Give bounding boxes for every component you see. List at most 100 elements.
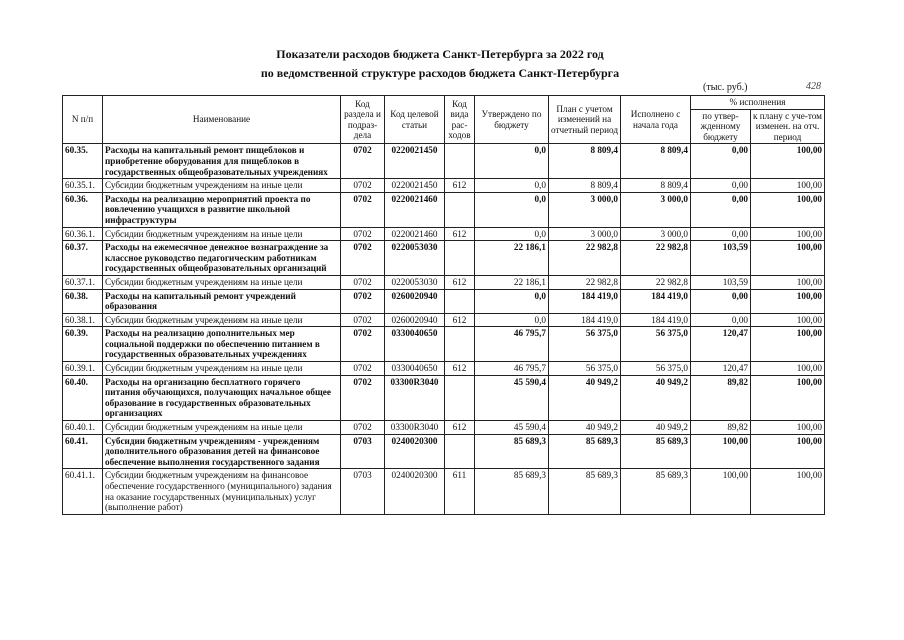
table-cell: 100,00 bbox=[749, 178, 826, 193]
table-cell: 3 000,0 bbox=[548, 226, 621, 242]
table-cell: 56 375,0 bbox=[548, 326, 621, 363]
table-cell: 60.40.1. bbox=[62, 420, 103, 435]
table-cell: 120,47 bbox=[690, 361, 751, 376]
table-cell: 0,00 bbox=[690, 143, 751, 180]
table-cell: 03300R3040 bbox=[384, 374, 445, 422]
table-cell: 0220021450 bbox=[384, 178, 445, 193]
table-cell: 100,00 bbox=[749, 274, 826, 290]
title-line: по ведомственной структуре расходов бюдж… bbox=[260, 66, 620, 80]
table-cell: 0702 bbox=[340, 288, 385, 314]
table-cell: 0,0 bbox=[474, 191, 549, 228]
table-cell bbox=[444, 326, 475, 363]
table-cell: 0,00 bbox=[690, 191, 751, 228]
table-cell: 8 809,4 bbox=[620, 143, 691, 180]
table-cell bbox=[444, 433, 475, 470]
table-cell: 612 bbox=[444, 226, 475, 242]
table-cell: 184 419,0 bbox=[620, 288, 691, 314]
table-cell: 56 375,0 bbox=[620, 326, 691, 363]
table-cell: 60.36. bbox=[62, 191, 103, 228]
table-cell: 0240020300 bbox=[384, 468, 445, 515]
table-cell: 3 000,0 bbox=[620, 226, 691, 242]
table-cell: 0702 bbox=[340, 178, 385, 193]
table-cell: Субсидии бюджетным учреждениям на иные ц… bbox=[102, 420, 341, 435]
table-cell: 3 000,0 bbox=[548, 191, 621, 228]
table-cell: 0703 bbox=[340, 468, 385, 515]
table-cell: 0,00 bbox=[690, 178, 751, 193]
table-cell: 0,0 bbox=[474, 178, 549, 193]
col-header: Наименование bbox=[102, 94, 341, 145]
group-header: % исполнения bbox=[689, 95, 826, 110]
table-cell: 22 186,1 bbox=[474, 240, 549, 276]
table-cell: 0,00 bbox=[690, 288, 751, 314]
col-header: Утверждено по бюджету bbox=[474, 94, 549, 145]
table-cell: Субсидии бюджетным учреждениям на иные ц… bbox=[102, 312, 341, 328]
table-cell bbox=[444, 143, 475, 180]
table-cell: 22 982,8 bbox=[548, 240, 621, 276]
table-cell: 0,0 bbox=[474, 143, 549, 180]
title-line: Показатели расходов бюджета Санкт-Петерб… bbox=[276, 47, 604, 61]
table-row: 60.35.1. Субсидии бюджетным учреждениям н… bbox=[62, 178, 826, 193]
col-header: Исполнено с начала года bbox=[620, 94, 691, 145]
table-cell: 0702 bbox=[340, 191, 385, 228]
table-cell: 100,00 bbox=[749, 433, 826, 470]
table-cell: 0703 bbox=[340, 433, 385, 470]
table-cell: 89,82 bbox=[690, 420, 751, 435]
table-cell: 0702 bbox=[340, 312, 385, 328]
table-cell: 8 809,4 bbox=[548, 143, 621, 180]
table-cell: Субсидии бюджетным учреждениям на иные ц… bbox=[102, 361, 341, 376]
table-cell: Субсидии бюджетным учреждениям на иные ц… bbox=[102, 226, 341, 242]
table-cell: 612 bbox=[444, 361, 475, 376]
table-cell: 60.37. bbox=[62, 240, 103, 276]
table-cell: 46 795,7 bbox=[474, 361, 549, 376]
table-cell: 100,00 bbox=[749, 240, 826, 276]
table-cell: 22 982,8 bbox=[548, 274, 621, 290]
table-cell: 100,00 bbox=[690, 433, 751, 470]
table-cell: 0220021460 bbox=[384, 226, 445, 242]
units: (тыс. руб.) bbox=[703, 82, 748, 93]
table-cell: 40 949,2 bbox=[548, 374, 621, 422]
table-cell: 8 809,4 bbox=[548, 178, 621, 193]
table-cell: 45 590,4 bbox=[474, 374, 549, 422]
col-header: N п/п bbox=[62, 94, 103, 145]
table-row: 60.37.1. Субсидии бюджетным учреждениям н… bbox=[62, 274, 826, 290]
table-row: 60.35. Расходы на капитальный ремонт пище… bbox=[62, 143, 826, 180]
table-cell: 56 375,0 bbox=[620, 361, 691, 376]
table-cell: 612 bbox=[444, 312, 475, 328]
table-cell: 8 809,4 bbox=[620, 178, 691, 193]
table-row: 60.40. Расходы на организацию бесплатного… bbox=[62, 374, 826, 422]
table-cell: 46 795,7 bbox=[474, 326, 549, 363]
table-row: 60.41. Субсидии бюджетным учреждениям - у… bbox=[62, 433, 826, 470]
table-cell: 0702 bbox=[340, 240, 385, 276]
budget-table: N п/п Наименование Код раздела и подраз-… bbox=[62, 94, 826, 515]
table-cell: 56 375,0 bbox=[548, 361, 621, 376]
table-cell bbox=[444, 240, 475, 276]
table-cell: 85 689,3 bbox=[474, 433, 549, 470]
table-cell: 60.39. bbox=[62, 326, 103, 363]
col-header: Код вида рас-ходов bbox=[444, 94, 475, 145]
table-cell: 0702 bbox=[340, 361, 385, 376]
table-cell: 22 982,8 bbox=[620, 240, 691, 276]
table-cell: 184 419,0 bbox=[548, 288, 621, 314]
table-cell: Субсидии бюджетным учреждениям на иные ц… bbox=[102, 178, 341, 193]
table-cell bbox=[444, 191, 475, 228]
table-cell: 40 949,2 bbox=[620, 420, 691, 435]
table-cell: 60.35.1. bbox=[62, 178, 103, 193]
table-cell: 100,00 bbox=[749, 312, 826, 328]
sub-header: по утвер-жденному бюджету bbox=[690, 108, 751, 145]
col-header: План с учетом изменений на отчетный пери… bbox=[548, 94, 621, 145]
table-cell: 184 419,0 bbox=[548, 312, 621, 328]
table-cell: 611 bbox=[444, 468, 475, 515]
table-cell: 0702 bbox=[340, 226, 385, 242]
table-row: 60.38. Расходы на капитальный ремонт учре… bbox=[62, 288, 826, 314]
table-row: 60.36.1. Субсидии бюджетным учреждениям н… bbox=[62, 226, 826, 242]
table-cell: 100,00 bbox=[749, 143, 826, 180]
table-cell: 60.41.1. bbox=[62, 468, 103, 515]
table-cell: 612 bbox=[444, 178, 475, 193]
table-cell: 100,00 bbox=[749, 361, 826, 376]
table-cell: Расходы на организацию бесплатного горяч… bbox=[102, 374, 341, 422]
sub-header: к плану с уче-том изменен. на отч. перио… bbox=[749, 108, 826, 145]
table-row: 60.38.1. Субсидии бюджетным учреждениям н… bbox=[62, 312, 826, 328]
table-cell: 103,59 bbox=[690, 240, 751, 276]
table-cell: 0702 bbox=[340, 274, 385, 290]
